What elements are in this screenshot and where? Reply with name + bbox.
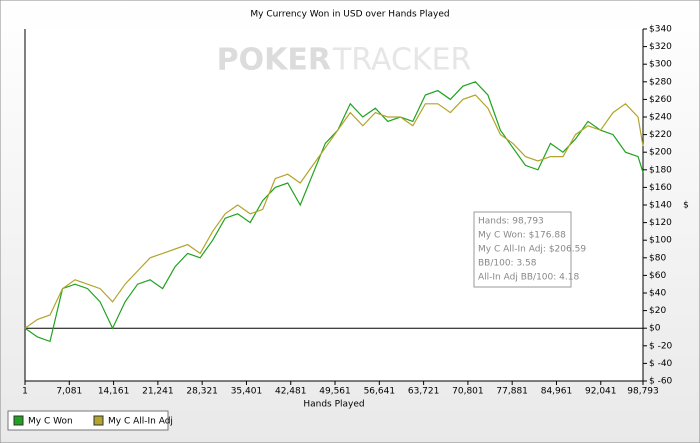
x-tick-label: 14,161 <box>98 387 130 397</box>
y-tick-label: $200 <box>649 148 672 158</box>
y-tick-label: $160 <box>649 183 672 193</box>
y-tick-label: $100 <box>649 236 672 246</box>
legend-swatch <box>13 415 24 426</box>
x-tick-label: 56,641 <box>364 387 396 397</box>
x-tick-label: 7,081 <box>56 387 82 397</box>
legend-label: My C Won <box>28 417 73 427</box>
x-tick-label: 21,241 <box>142 387 174 397</box>
watermark: TRACKER <box>332 43 471 78</box>
y-tick-label: $340 <box>649 25 672 35</box>
y-tick-label: $220 <box>649 130 672 140</box>
data-line <box>24 94 644 329</box>
info-text: BB/100: 3.58 <box>478 259 537 269</box>
x-tick-label: 77,881 <box>496 387 528 397</box>
x-tick-label: 42,481 <box>275 387 307 397</box>
legend-label: My C All-In Adj <box>108 417 173 427</box>
plot-area <box>25 29 643 381</box>
y-tick-label: $140 <box>649 201 672 211</box>
info-text: All-In Adj BB/100: 4.18 <box>478 273 579 283</box>
y-tick-label: $120 <box>649 218 672 228</box>
y-tick-label: $ -40 <box>649 359 673 369</box>
y-tick-label: $80 <box>649 253 666 263</box>
info-text: My C All-In Adj: $206.59 <box>478 245 586 255</box>
y-tick-label: $ -60 <box>649 377 673 387</box>
x-tick-label: 92,041 <box>585 387 617 397</box>
watermark: POKER <box>217 43 331 78</box>
y-tick-label: $180 <box>649 165 672 175</box>
y-tick-label: $40 <box>649 289 666 299</box>
y-tick-label: $60 <box>649 271 666 281</box>
y-tick-label: $ -20 <box>649 341 673 351</box>
x-tick-label: 63,721 <box>408 387 440 397</box>
y-tick-label: $240 <box>649 113 672 123</box>
info-text: My C Won: $176.88 <box>478 231 566 241</box>
x-tick-label: 49,561 <box>319 387 351 397</box>
x-tick-label: 35,401 <box>231 387 263 397</box>
x-axis-label: Hands Played <box>303 400 364 410</box>
info-text: Hands: 98,793 <box>478 217 544 227</box>
x-tick-label: 28,321 <box>186 387 218 397</box>
x-tick-label: 70,801 <box>452 387 484 397</box>
legend <box>7 410 169 431</box>
x-tick-label: 98,793 <box>627 387 659 397</box>
x-tick-label: 84,961 <box>541 387 573 397</box>
y-axis-label: $ <box>683 201 689 211</box>
y-tick-label: $0 <box>649 324 661 334</box>
y-tick-label: $260 <box>649 95 672 105</box>
y-tick-label: $300 <box>649 60 672 70</box>
y-tick-label: $20 <box>649 306 666 316</box>
chart-title: My Currency Won in USD over Hands Played <box>250 10 449 20</box>
y-tick-label: $280 <box>649 77 672 87</box>
y-tick-label: $320 <box>649 42 672 52</box>
x-tick-label: 1 <box>22 387 28 397</box>
legend-swatch <box>93 415 104 426</box>
info-box <box>473 211 572 288</box>
